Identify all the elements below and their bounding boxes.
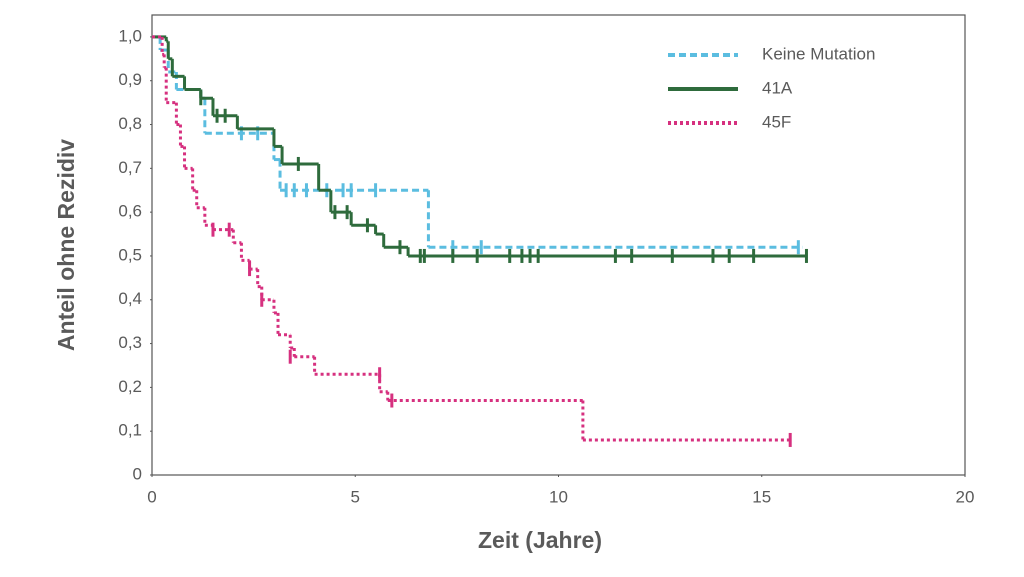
y-tick-label: 0,9 xyxy=(118,70,142,89)
x-tick-label: 20 xyxy=(956,487,975,506)
y-tick-label: 0,2 xyxy=(118,377,142,396)
y-tick-label: 0,8 xyxy=(118,114,142,133)
legend-label: 41A xyxy=(762,78,793,97)
y-axis-title: Anteil ohne Rezidiv xyxy=(53,139,79,351)
y-tick-label: 0,1 xyxy=(118,421,142,440)
x-tick-label: 15 xyxy=(752,487,771,506)
x-tick-label: 5 xyxy=(351,487,360,506)
x-axis-title: Zeit (Jahre) xyxy=(478,527,602,553)
x-tick-label: 10 xyxy=(549,487,568,506)
y-tick-label: 1,0 xyxy=(118,26,142,45)
y-tick-label: 0,5 xyxy=(118,245,142,264)
y-tick-label: 0,3 xyxy=(118,333,142,352)
legend-label: Keine Mutation xyxy=(762,44,875,63)
legend-label: 45F xyxy=(762,112,791,131)
y-tick-label: 0,4 xyxy=(118,289,142,308)
y-tick-label: 0 xyxy=(133,464,142,483)
x-tick-label: 0 xyxy=(147,487,156,506)
plot-frame xyxy=(151,14,966,476)
y-tick-label: 0,6 xyxy=(118,202,142,221)
y-tick-label: 0,7 xyxy=(118,158,142,177)
